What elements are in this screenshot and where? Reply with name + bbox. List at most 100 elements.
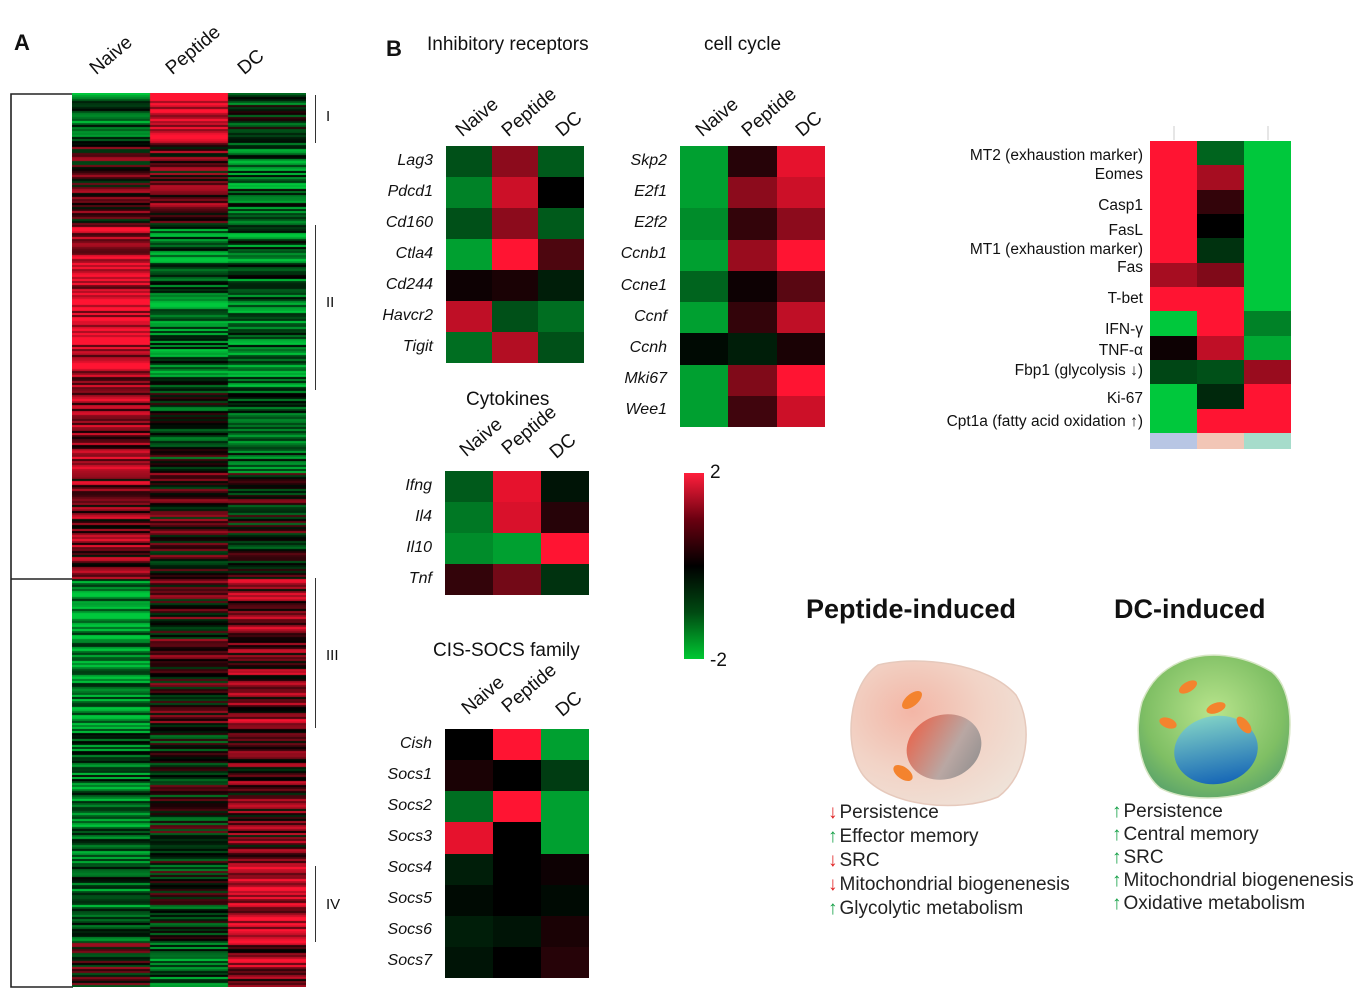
gene-label: Tnf	[408, 569, 432, 587]
heat-cell	[776, 395, 825, 427]
inhibitory-col-naive: Naive	[451, 93, 503, 142]
gene-label: Ifng	[405, 476, 432, 494]
heat-cell	[1197, 408, 1244, 433]
heat-cell	[445, 822, 493, 854]
heat-cell	[492, 208, 538, 239]
exhaustion-gene-label: MT2 (exhaustion marker)	[969, 147, 1143, 164]
heat-cell	[493, 564, 541, 595]
heat-cell	[1150, 165, 1197, 190]
arrow-down-icon: ↓	[828, 874, 838, 895]
heat-cell	[541, 729, 589, 761]
cluster-bracket-iv	[315, 866, 316, 942]
colorbar-min-label: -2	[710, 650, 727, 671]
heat-cell	[541, 471, 589, 502]
dendrogram	[10, 93, 73, 988]
heat-cell	[445, 471, 493, 502]
exhaustion-gene-label: Casp1	[1098, 197, 1143, 214]
cytokines-col-naive: Naive	[455, 413, 507, 462]
phenotype-bullet-text: SRC	[839, 850, 880, 871]
heat-cell	[492, 301, 538, 332]
cytokines-col-dc: DC	[545, 429, 581, 464]
inhibitory-col-peptide: Peptide	[497, 83, 561, 142]
heat-cell	[1197, 311, 1244, 336]
heat-cell	[776, 302, 825, 334]
arrow-up-icon: ↑	[1112, 893, 1122, 914]
colorbar-max-label: 2	[710, 462, 721, 483]
heat-cell	[728, 333, 777, 365]
heat-cell	[541, 502, 589, 533]
heat-cell	[541, 884, 589, 916]
gene-label: Ccnh	[629, 338, 667, 356]
phenotype-bullet-text: Persistence	[839, 802, 939, 823]
heat-cell	[446, 177, 492, 208]
phenotype-bullet: ↑ Mitochondrial biogenenesis	[1112, 870, 1354, 892]
heat-cell	[541, 915, 589, 947]
socs-col-naive: Naive	[457, 671, 509, 720]
heat-cell	[493, 946, 541, 978]
gene-label: Cd244	[385, 275, 433, 293]
heat-cell	[493, 915, 541, 947]
heat-cell	[445, 729, 493, 761]
heat-cell	[776, 208, 825, 240]
gene-label: Socs5	[387, 890, 432, 908]
col-label-dc: DC	[233, 45, 269, 80]
heat-cell	[728, 270, 777, 303]
arrow-down-icon: ↓	[828, 850, 838, 871]
heat-cell	[1197, 214, 1244, 239]
exhaustion-gene-label: Ki-67	[1106, 390, 1143, 407]
arrow-up-icon: ↑	[1112, 824, 1122, 845]
cluster-label-ii: II	[326, 294, 335, 311]
gene-label: Ccnb1	[620, 245, 667, 263]
gene-label: Ccne1	[620, 276, 667, 294]
heat-cell	[680, 302, 729, 334]
exhaustion-gene-label: Eomes	[1094, 166, 1143, 183]
heat-cell	[728, 146, 777, 178]
heat-cell	[776, 364, 825, 396]
peptide-induced-title: Peptide-induced	[806, 594, 1017, 624]
heat-cell	[541, 791, 589, 823]
heat-cell	[776, 333, 825, 365]
heat-cell	[1197, 335, 1244, 360]
gene-label: Socs6	[387, 921, 432, 939]
group-color-swatch	[1197, 433, 1244, 449]
heat-cell	[776, 239, 825, 271]
heat-cell	[1244, 408, 1291, 433]
exhaustion-gene-label: T-bet	[1107, 290, 1143, 307]
gene-label: Havcr2	[382, 306, 433, 324]
inhibitory-col-dc: DC	[551, 107, 587, 142]
heat-cell	[680, 239, 729, 271]
socs-title: CIS-SOCS family	[433, 640, 580, 661]
heat-cell	[538, 301, 584, 332]
gene-label: Ccnf	[634, 307, 667, 325]
heat-cell	[538, 332, 584, 363]
inhibitory-heatmap	[446, 146, 584, 363]
gene-label: Wee1	[625, 401, 667, 419]
gene-label: Socs4	[387, 859, 432, 877]
exhaustion-gene-label: Cpt1a (fatty acid oxidation ↑)	[946, 413, 1143, 430]
col-label-peptide: Peptide	[161, 21, 225, 80]
heat-cell	[445, 791, 493, 823]
heat-cell	[1197, 141, 1244, 166]
cluster-bracket-iii	[315, 578, 316, 728]
heat-cell	[541, 564, 589, 595]
heat-cell	[1244, 141, 1291, 166]
gene-label: E2f1	[634, 182, 667, 200]
dc-cell-illustration	[1137, 654, 1291, 799]
heat-cell	[541, 760, 589, 792]
group-color-swatch	[1244, 433, 1291, 449]
heat-cell	[493, 471, 541, 502]
exhaustion-heatmap-groupbar	[1150, 433, 1291, 449]
col-label-naive: Naive	[85, 31, 137, 80]
heat-cell	[446, 208, 492, 239]
cell-cycle-heatmap	[680, 146, 825, 427]
exhaustion-gene-label: IFN-γ	[1105, 321, 1143, 338]
cell-cycle-col-naive: Naive	[691, 93, 743, 142]
heat-cell	[1244, 262, 1291, 287]
heat-cell	[776, 270, 825, 303]
cell-cycle-title: cell cycle	[704, 34, 782, 55]
heat-cell	[493, 533, 541, 564]
heat-cell	[1197, 360, 1244, 385]
heat-cell	[1244, 360, 1291, 385]
heat-cell	[1197, 384, 1244, 409]
heat-cell	[1150, 384, 1197, 409]
